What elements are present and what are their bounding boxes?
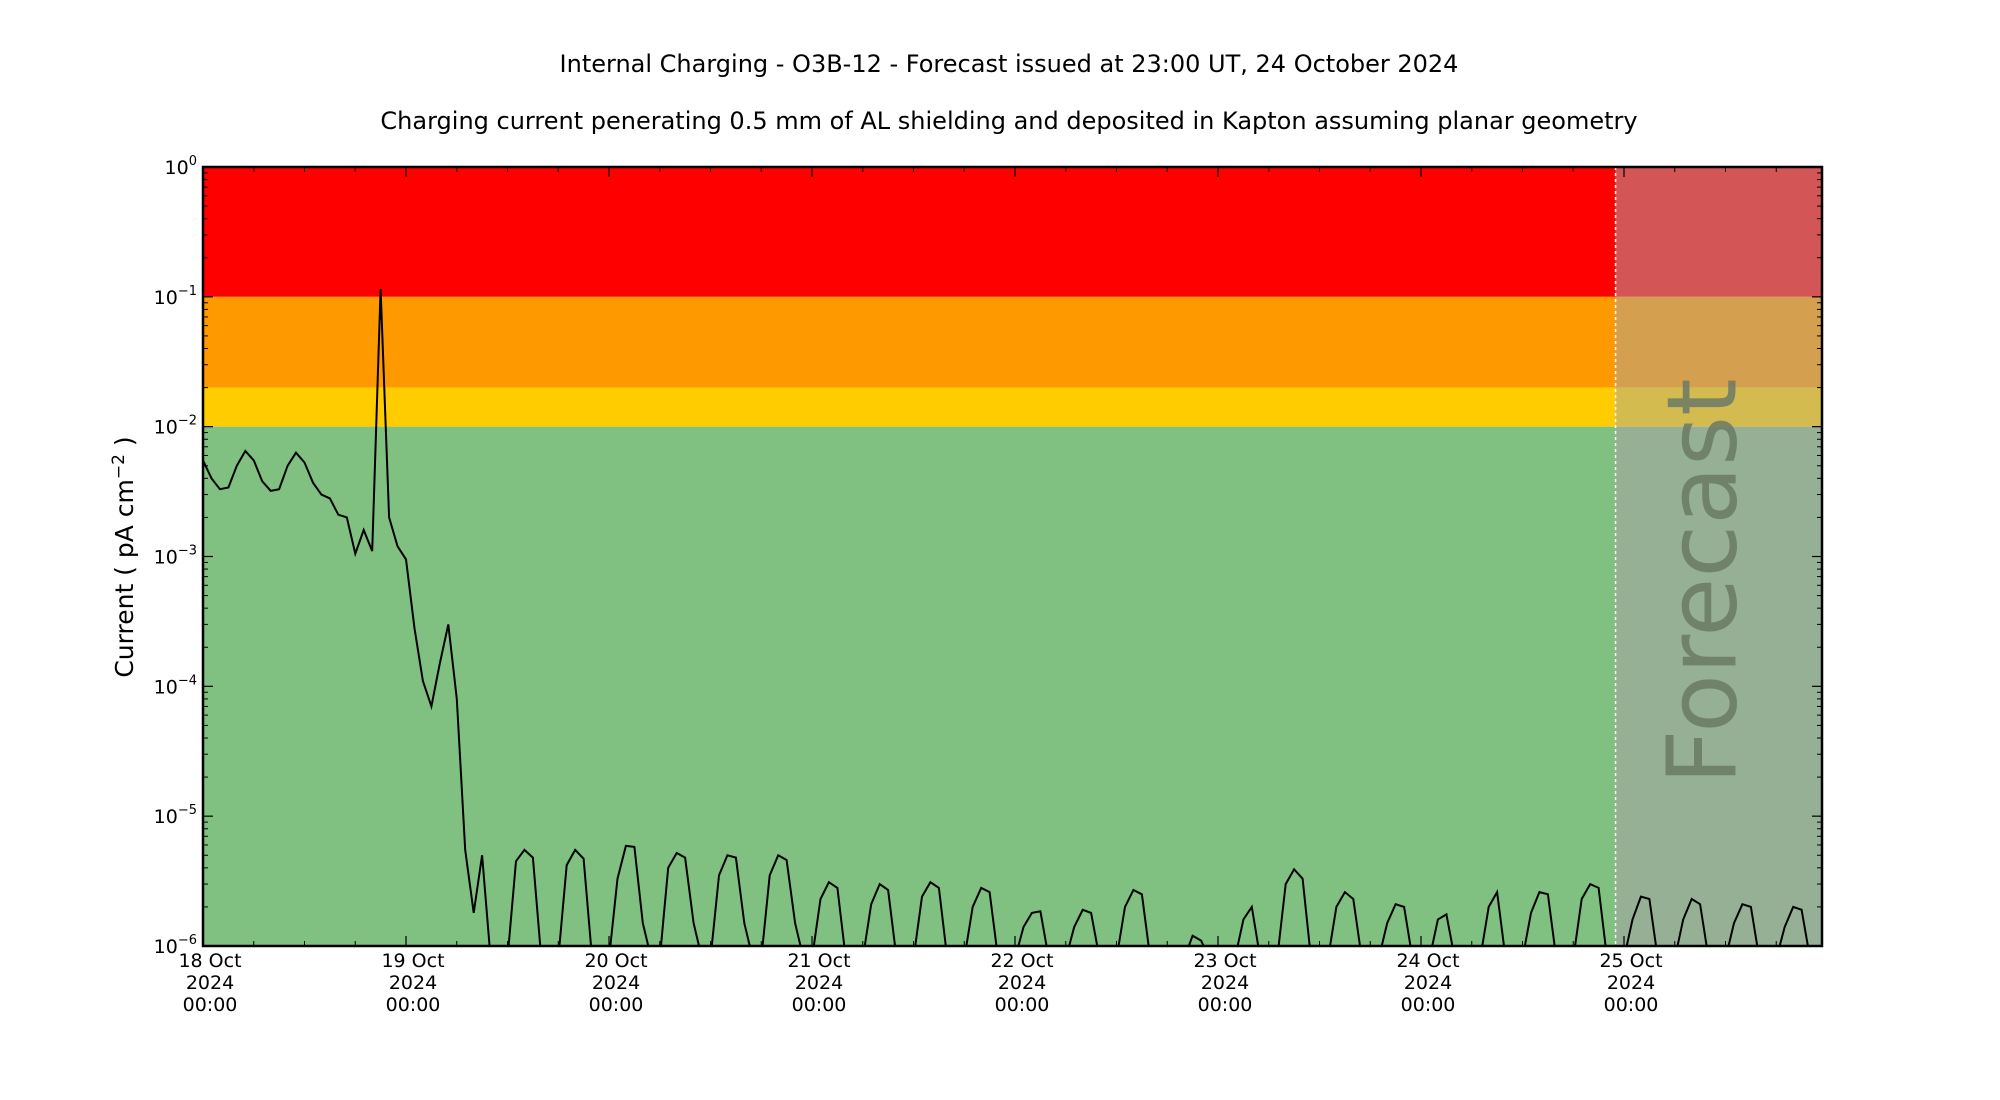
x-tick-label-4-1: 22 Oct: [990, 950, 1053, 972]
y-axis-label-text: Current ( pA cm: [110, 479, 139, 678]
x-tick-label-2-3: 00:00: [589, 994, 644, 1016]
x-tick-label-1-2: 2024: [389, 972, 437, 994]
x-tick-label-6-3: 00:00: [1401, 994, 1456, 1016]
x-tick-label-1-3: 00:00: [386, 994, 441, 1016]
chart-title: Internal Charging - O3B-12 - Forecast is…: [560, 50, 1459, 78]
x-tick-label-2-2: 2024: [592, 972, 640, 994]
x-tick-label-3-3: 00:00: [792, 994, 847, 1016]
y-tick-label-5: 10−5: [154, 803, 197, 828]
x-tick-label-4-2: 2024: [998, 972, 1046, 994]
y-tick-label-4: 10−4: [154, 673, 197, 698]
x-tick-label-1-1: 19 Oct: [381, 950, 444, 972]
x-tick-label-0-1: 18 Oct: [178, 950, 241, 972]
y-axis-label: Current ( pA cm−2 ): [109, 436, 139, 677]
band-0: [203, 167, 1616, 297]
y-tick-label-1: 10−1: [154, 284, 197, 309]
series-line-0: [203, 288, 1809, 946]
x-tick-label-3-2: 2024: [795, 972, 843, 994]
band-1: [203, 296, 1616, 388]
y-tick-label-0: 100: [165, 154, 197, 179]
x-tick-label-0-3: 00:00: [183, 994, 238, 1016]
x-tick-label-6-2: 2024: [1404, 972, 1452, 994]
x-tick-label-5-3: 00:00: [1198, 994, 1253, 1016]
chart-subtitle: Charging current penerating 0.5 mm of AL…: [380, 107, 1637, 135]
forecast-region: Forecast: [1614, 167, 1822, 947]
y-tick-label-2: 10−2: [154, 414, 197, 439]
forecast-band-2: [1615, 387, 1822, 427]
forecast-band-0: [1615, 167, 1822, 297]
forecast-band-1: [1615, 296, 1822, 388]
x-tick-label-2-1: 20 Oct: [584, 950, 647, 972]
band-2: [203, 387, 1616, 427]
y-axis-label-close: ): [110, 436, 139, 454]
x-tick-label-6-1: 24 Oct: [1396, 950, 1459, 972]
y-tick-label-3: 10−3: [154, 544, 197, 569]
x-tick-label-0-2: 2024: [186, 972, 234, 994]
forecast-band-3: [1615, 426, 1822, 947]
x-tick-label-5-2: 2024: [1201, 972, 1249, 994]
series-layer: [203, 288, 1809, 946]
forecast-label: Forecast: [1647, 378, 1759, 784]
x-tick-label-4-3: 00:00: [995, 994, 1050, 1016]
y-tick-label-6: 10−6: [154, 933, 197, 958]
band-3: [203, 426, 1616, 947]
x-tick-label-3-1: 21 Oct: [787, 950, 850, 972]
x-tick-label-5-1: 23 Oct: [1193, 950, 1256, 972]
y-axis-label-exponent: −2: [109, 454, 129, 479]
x-tick-label-7-1: 25 Oct: [1599, 950, 1662, 972]
risk-bands: [203, 167, 1616, 947]
x-tick-label-7-3: 00:00: [1604, 994, 1659, 1016]
x-tick-label-7-2: 2024: [1607, 972, 1655, 994]
